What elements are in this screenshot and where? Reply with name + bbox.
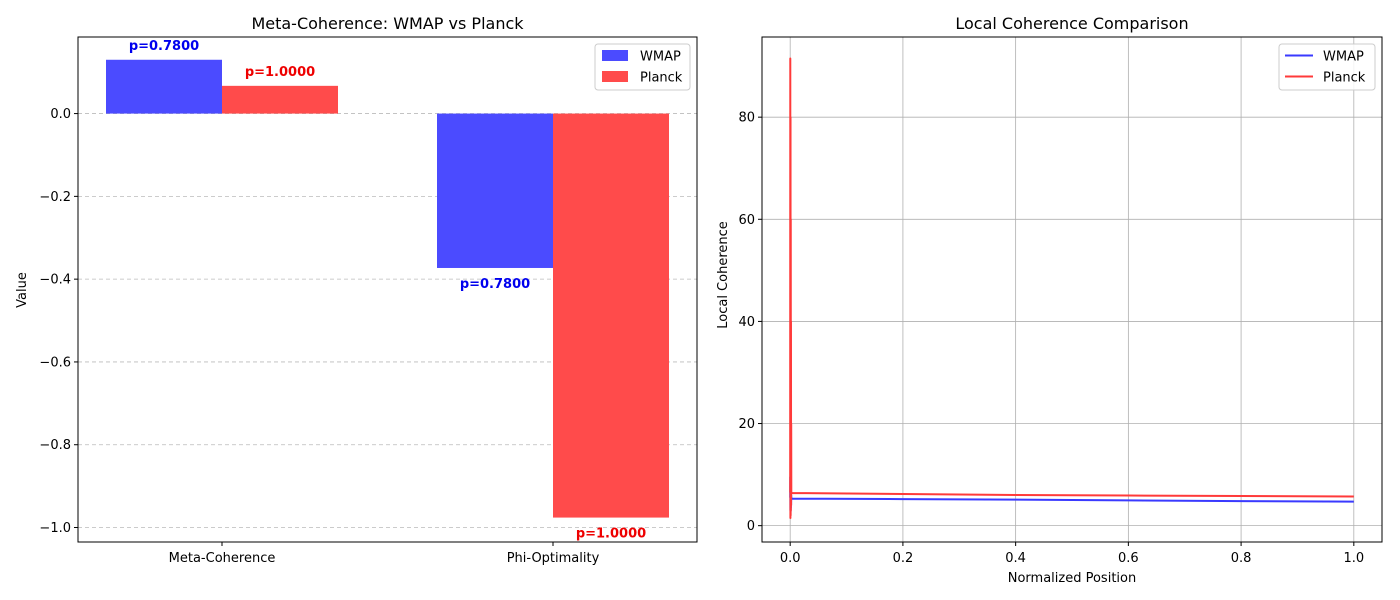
bar-wmap-0: [106, 59, 222, 114]
bar-legend-label-wmap: WMAP: [640, 50, 681, 65]
bar-planck-1: [553, 113, 669, 518]
line-ytick-label: 40: [738, 315, 755, 330]
bar-ytick-label: −0.2: [39, 190, 71, 205]
bar-xtick-label: Meta-Coherence: [169, 551, 276, 566]
line-xtick-label: 0.6: [1118, 551, 1139, 566]
line-ytick-label: 0: [747, 519, 755, 534]
bar-data-label: p=0.7800: [129, 39, 199, 54]
line-series-planck: [789, 57, 1354, 519]
bar-ytick-label: −0.4: [39, 273, 71, 288]
bar-planck-0: [222, 85, 338, 114]
line-xtick-label: 0.4: [1005, 551, 1026, 566]
bar-chart-ylabel: Value: [15, 272, 30, 308]
line-ytick-label: 80: [738, 111, 755, 126]
bar-legend-swatch-planck: [602, 71, 628, 82]
bar-legend-label-planck: Planck: [640, 71, 683, 86]
line-chart-ylabel: Local Coherence: [716, 221, 731, 329]
bar-legend: WMAP Planck: [594, 43, 691, 91]
bar-legend-swatch-wmap: [602, 50, 628, 61]
line-xtick-label: 0.2: [893, 551, 914, 566]
line-legend: WMAP Planck: [1278, 43, 1376, 91]
line-chart-frame: [761, 36, 1383, 543]
bar-chart-title: Meta-Coherence: WMAP vs Planck: [251, 14, 524, 33]
bar-data-label: p=0.7800: [460, 277, 530, 292]
line-xtick-label: 0.0: [780, 551, 801, 566]
line-chart-title: Local Coherence Comparison: [955, 14, 1188, 33]
line-chart: Local Coherence Comparison Local Coheren…: [716, 14, 1383, 586]
bar-chart-frame: [77, 36, 698, 543]
bar-ytick-label: −0.6: [39, 355, 71, 370]
bar-ytick-label: −0.8: [39, 438, 71, 453]
line-legend-label-planck: Planck: [1323, 71, 1366, 86]
bar-wmap-1: [437, 113, 553, 268]
line-ytick-label: 20: [738, 417, 755, 432]
line-xtick-label: 0.8: [1231, 551, 1252, 566]
bar-ytick-label: −1.0: [39, 521, 71, 536]
line-ytick-label: 60: [738, 213, 755, 228]
bar-chart: Meta-Coherence: WMAP vs Planck Value p=0…: [15, 14, 698, 566]
bar-data-label: p=1.0000: [245, 65, 315, 80]
bar-ytick-label: 0.0: [50, 107, 71, 122]
line-legend-label-wmap: WMAP: [1323, 50, 1364, 65]
line-chart-xlabel: Normalized Position: [1008, 571, 1136, 586]
line-xtick-label: 1.0: [1343, 551, 1364, 566]
bar-xtick-label: Phi-Optimality: [507, 551, 600, 566]
bar-data-label: p=1.0000: [576, 527, 646, 542]
